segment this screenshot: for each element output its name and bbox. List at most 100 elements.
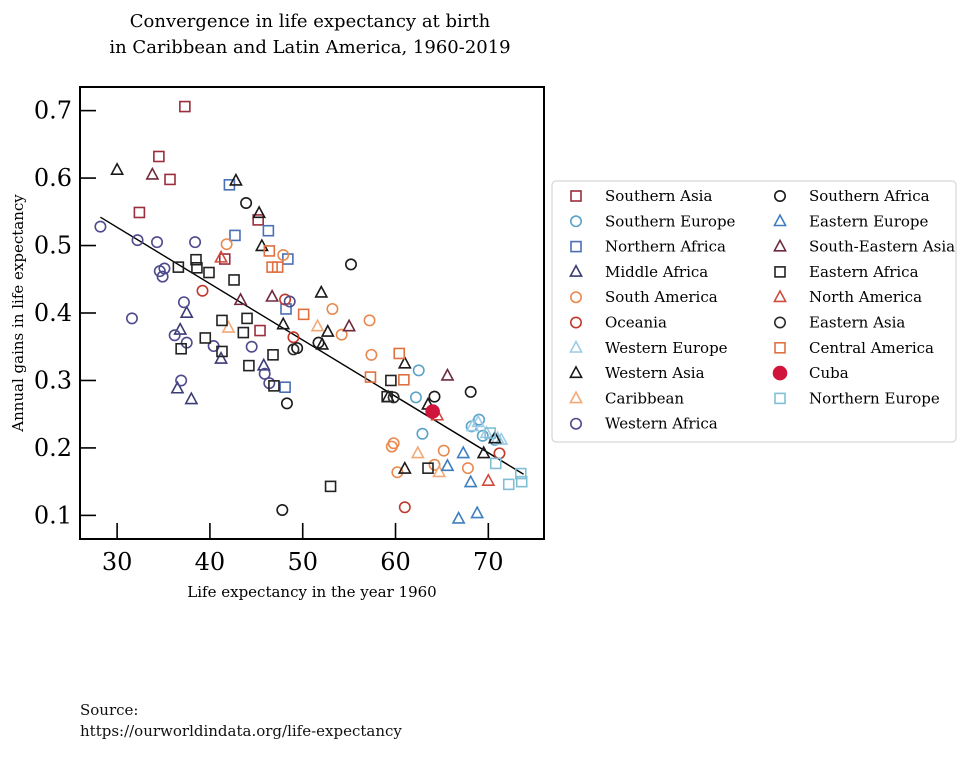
series-central-america xyxy=(263,245,410,386)
point-western-africa xyxy=(125,312,138,325)
series-south-eastern-asia xyxy=(145,166,455,381)
point-eastern-africa xyxy=(172,261,185,273)
point-eastern-africa xyxy=(203,266,215,279)
point-western-africa xyxy=(94,220,107,233)
point-central-america xyxy=(398,373,410,386)
series-southern-asia xyxy=(133,100,266,337)
x-tick-label: 60 xyxy=(380,548,411,576)
point-southern-asia xyxy=(254,324,266,337)
series-caribbean xyxy=(221,318,447,478)
legend-label-caribbean: Caribbean xyxy=(605,389,684,407)
chart-title-line1: Convergence in life expectancy at birth xyxy=(130,11,491,32)
point-south-eastern-asia xyxy=(233,292,248,306)
legend-entry-south-eastern-asia: South-Eastern Asia xyxy=(773,238,955,256)
series-eastern-asia xyxy=(287,343,400,404)
point-northern-africa xyxy=(229,229,241,242)
legend-marker-western-africa xyxy=(569,417,582,430)
source-label: Source: xyxy=(80,701,139,719)
point-western-africa xyxy=(158,262,171,275)
point-southern-europe xyxy=(412,364,425,377)
point-eastern-africa xyxy=(381,390,393,403)
point-northern-europe xyxy=(484,427,496,439)
legend-marker-oceania xyxy=(569,316,582,329)
point-eastern-asia xyxy=(287,343,300,356)
legend: Southern Asia Southern Europe Northern Afr… xyxy=(551,180,957,443)
point-south-america xyxy=(335,328,348,341)
point-eastern-africa xyxy=(216,345,228,358)
point-southern-europe xyxy=(473,413,486,426)
series-south-america xyxy=(220,238,474,479)
point-western-asia xyxy=(476,445,491,459)
legend-entry-middle-africa: Middle Africa xyxy=(569,263,708,281)
point-south-america xyxy=(220,238,233,251)
y-tick-label: 0.7 xyxy=(34,97,72,125)
point-southern-europe xyxy=(416,427,429,440)
point-central-america xyxy=(271,261,284,273)
legend-label-central-america: Central America xyxy=(809,339,934,357)
point-south-america xyxy=(461,462,474,475)
point-northern-europe xyxy=(489,457,502,470)
point-southern-africa xyxy=(344,258,357,271)
y-tick-label: 0.1 xyxy=(34,501,72,529)
point-south-america xyxy=(363,314,376,327)
legend-label-south-america: South America xyxy=(605,288,718,306)
point-central-america xyxy=(364,371,377,383)
point-southern-africa xyxy=(464,385,477,398)
point-south-america xyxy=(365,348,378,361)
legend-entries: Southern Asia Southern Europe Northern Afr… xyxy=(569,187,955,433)
legend-marker-caribbean xyxy=(569,390,583,404)
point-caribbean xyxy=(310,318,325,332)
legend-marker-eastern-europe xyxy=(773,213,787,227)
point-western-africa xyxy=(156,270,169,283)
source-url: https://ourworldindata.org/life-expectan… xyxy=(80,722,402,740)
y-axis-ticks: 0.1 0.2 0.3 0.4 0.5 0.6 0.7 xyxy=(34,97,96,529)
legend-marker-eastern-africa xyxy=(774,266,786,278)
legend-marker-eastern-asia xyxy=(773,316,786,329)
point-southern-asia xyxy=(133,206,146,219)
series-oceania xyxy=(196,284,506,514)
point-south-america xyxy=(428,458,441,471)
point-southern-asia xyxy=(252,214,264,226)
point-central-america xyxy=(263,245,276,257)
point-southern-africa xyxy=(428,390,441,403)
point-central-america xyxy=(393,347,406,360)
point-western-asia xyxy=(397,355,412,369)
point-caribbean xyxy=(410,445,425,459)
x-tick-label: 50 xyxy=(287,548,318,576)
point-western-africa xyxy=(283,295,296,308)
legend-entry-northern-europe: Northern Europe xyxy=(774,389,940,407)
y-tick-label: 0.3 xyxy=(34,366,72,394)
source-note: Source: https://ourworldindata.org/life-… xyxy=(80,700,402,742)
point-eastern-africa xyxy=(199,332,212,344)
point-eastern-africa xyxy=(243,359,255,372)
point-western-asia xyxy=(252,205,267,219)
point-south-america xyxy=(277,248,290,261)
y-axis-label: Annual gains in life expectancy xyxy=(9,194,27,433)
legend-label-south-eastern-asia: South-Eastern Asia xyxy=(809,238,955,256)
legend-frame xyxy=(551,180,957,443)
x-tick-label: 70 xyxy=(473,548,504,576)
point-middle-africa xyxy=(170,380,185,394)
point-eastern-africa xyxy=(191,261,203,274)
legend-marker-western-asia xyxy=(569,365,583,379)
data-points-layer xyxy=(94,100,528,524)
point-western-asia xyxy=(320,324,335,337)
legend-entry-south-america: South America xyxy=(569,288,718,306)
point-western-europe xyxy=(471,414,486,428)
point-northern-africa xyxy=(262,224,275,237)
y-tick-label: 0.2 xyxy=(34,434,72,462)
legend-entry-eastern-africa: Eastern Africa xyxy=(774,263,919,281)
point-western-africa xyxy=(189,236,202,249)
point-western-europe xyxy=(479,425,494,439)
legend-marker-cuba xyxy=(772,365,788,381)
point-southern-africa xyxy=(276,503,289,516)
point-southern-africa xyxy=(240,197,253,210)
x-axis-label: Life expectancy in the year 1960 xyxy=(187,583,436,601)
y-tick-label: 0.4 xyxy=(34,299,72,327)
point-western-europe xyxy=(465,418,480,432)
legend-entry-eastern-asia: Eastern Asia xyxy=(773,314,905,332)
series-northern-europe xyxy=(484,427,528,491)
legend-marker-north-america xyxy=(773,289,787,303)
legend-entry-southern-africa: Southern Africa xyxy=(773,187,930,205)
legend-marker-western-europe xyxy=(569,339,583,353)
